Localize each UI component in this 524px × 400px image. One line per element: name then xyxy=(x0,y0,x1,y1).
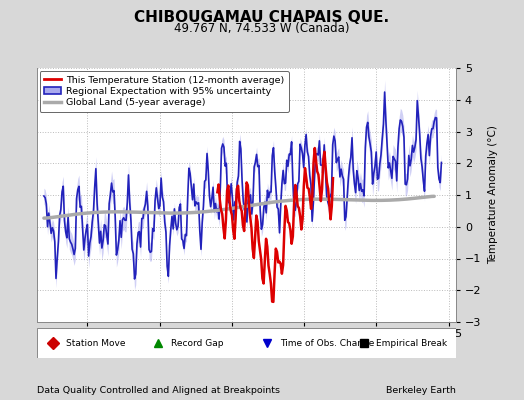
Legend: This Temperature Station (12-month average), Regional Expectation with 95% uncer: This Temperature Station (12-month avera… xyxy=(39,71,289,112)
Text: Data Quality Controlled and Aligned at Breakpoints: Data Quality Controlled and Aligned at B… xyxy=(37,386,280,395)
Text: Empirical Break: Empirical Break xyxy=(376,338,447,348)
Text: Time of Obs. Change: Time of Obs. Change xyxy=(280,338,374,348)
Text: CHIBOUGAMAU CHAPAIS QUE.: CHIBOUGAMAU CHAPAIS QUE. xyxy=(135,10,389,25)
Text: Record Gap: Record Gap xyxy=(171,338,223,348)
Text: 49.767 N, 74.533 W (Canada): 49.767 N, 74.533 W (Canada) xyxy=(174,22,350,35)
Text: Berkeley Earth: Berkeley Earth xyxy=(386,386,456,395)
Y-axis label: Temperature Anomaly (°C): Temperature Anomaly (°C) xyxy=(488,126,498,264)
Text: Station Move: Station Move xyxy=(66,338,126,348)
